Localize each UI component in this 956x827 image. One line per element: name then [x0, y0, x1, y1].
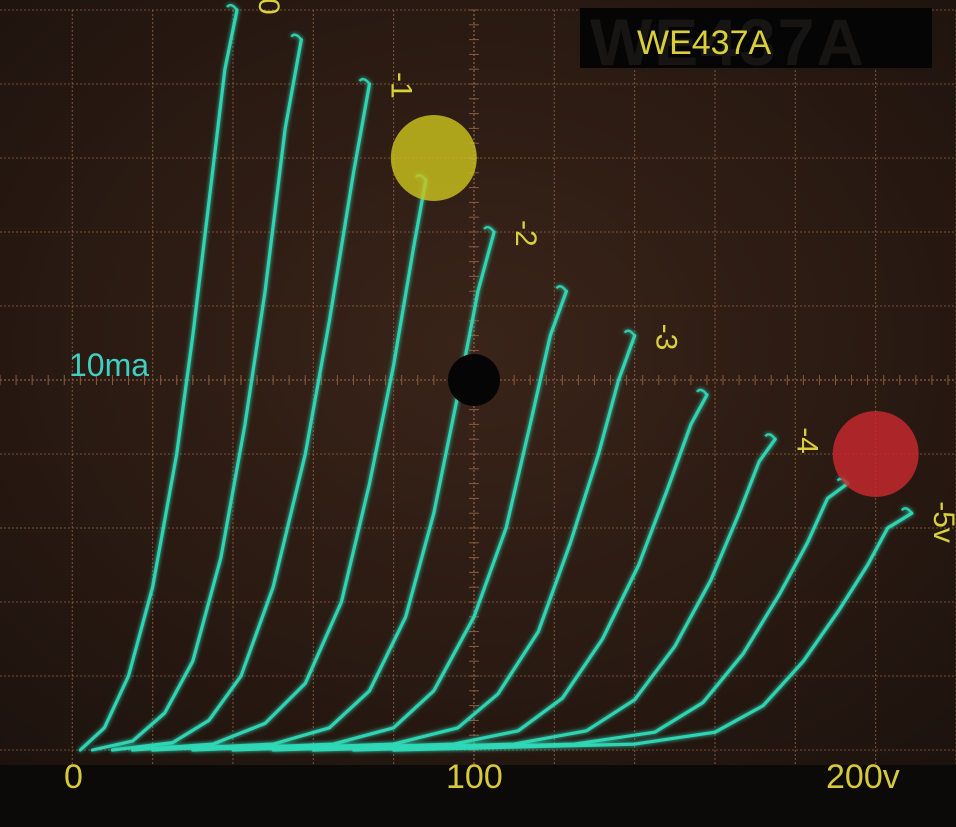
x-tick-label: 0 [64, 758, 83, 796]
chart-title: WE437A [637, 24, 772, 62]
trace-label: -1 [385, 72, 418, 99]
black-marker [447, 354, 500, 406]
trace-curve [131, 178, 428, 752]
traces [78, 3, 914, 752]
trace-curve [311, 437, 777, 752]
trace-hook [226, 3, 238, 11]
trace-hook [696, 388, 708, 396]
trace-curve [392, 511, 914, 752]
trace-hook [358, 77, 371, 85]
y-scale-label: 10ma [69, 347, 150, 383]
trace-curve [191, 289, 568, 752]
trace-label: -3 [650, 324, 683, 351]
title-ghost-text: WE437A [590, 5, 867, 79]
trace-curve [151, 230, 496, 752]
x-tick-label: 200v [826, 758, 900, 796]
trace-hook [290, 33, 303, 41]
trace-label: -4 [790, 427, 823, 454]
trace-curve [78, 8, 239, 752]
grid [0, 9, 956, 765]
trace-hook [483, 225, 496, 233]
red-marker [832, 411, 919, 497]
x-tick-label: 100 [446, 758, 503, 796]
trace-hook [764, 433, 777, 440]
trace-hook [900, 507, 913, 514]
trace-curve [90, 38, 303, 752]
trace-label: 0 [252, 0, 285, 15]
trace-label: -5v [927, 501, 956, 543]
trace-curve [231, 334, 637, 752]
yellow-marker [390, 115, 477, 201]
trace-labels: 0 -1 -2 -3 -4 -5v [252, 0, 956, 543]
trace-label: -2 [509, 220, 542, 247]
trace-curve [271, 393, 709, 752]
trace-curve [110, 82, 372, 752]
title-box [580, 8, 932, 68]
trace-curve [351, 482, 850, 752]
markers [390, 115, 919, 497]
trace-hook [623, 329, 636, 337]
trace-hook [555, 285, 568, 292]
bottom-band [0, 765, 956, 827]
